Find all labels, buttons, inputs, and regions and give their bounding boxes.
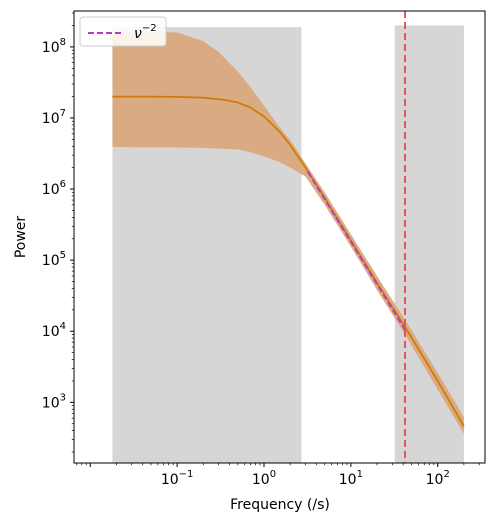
x-tick-label: 102 [426, 469, 450, 488]
legend: ν−2 [79, 16, 167, 47]
model-uncertainty-band [112, 32, 464, 434]
plot-frame [73, 10, 486, 464]
shaded-region-2 [394, 25, 464, 463]
power-law-reference-line [307, 171, 406, 331]
legend-box [79, 16, 167, 47]
series-lines [112, 11, 465, 463]
y-tick-label: 105 [42, 250, 66, 269]
x-axis-ticks: 10−1 100 101 102 [76, 463, 480, 488]
x-tick-label: 10−1 [161, 469, 194, 488]
y-axis-ticks: 103 104 105 106 107 108 [42, 12, 74, 453]
y-axis-label: Power [13, 216, 29, 259]
x-tick-label: 100 [252, 469, 276, 488]
model-bands [112, 32, 464, 434]
y-tick-label: 103 [42, 392, 66, 411]
y-tick-label: 104 [42, 321, 66, 340]
y-tick-label: 106 [42, 179, 66, 198]
x-tick-label: 101 [339, 469, 363, 488]
y-tick-label: 107 [42, 108, 66, 127]
y-tick-label: 108 [42, 37, 66, 56]
x-axis-label: Frequency (/s) [230, 497, 330, 513]
